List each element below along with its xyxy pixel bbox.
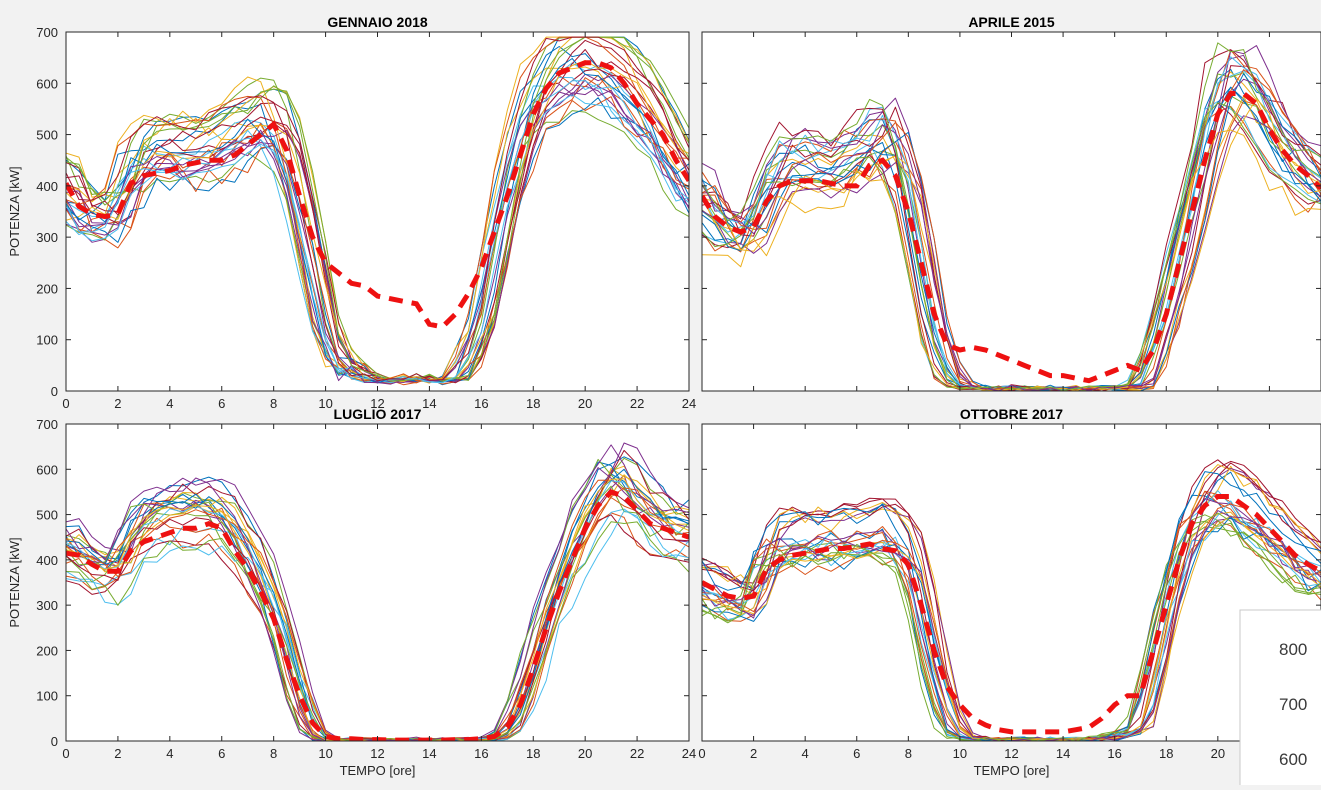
plot-area bbox=[66, 424, 689, 741]
y-axis-label: POTENZA [kW] bbox=[7, 537, 22, 627]
x-tick-label: 2 bbox=[114, 746, 121, 761]
daily-profile-line bbox=[702, 49, 1321, 391]
y-tick-label: 300 bbox=[36, 230, 58, 245]
panel-2: APRILE 2015 bbox=[701, 14, 1321, 392]
daily-profile-line bbox=[702, 78, 1321, 391]
x-tick-label: 6 bbox=[853, 746, 860, 761]
mean-profile-line bbox=[66, 60, 689, 330]
panel-1: 0 2 4 6 8 10 12 14 16 18 20 22 240100200300400500600… bbox=[7, 14, 696, 411]
x-tick-label: 6 bbox=[218, 396, 225, 411]
y-axis-label: POTENZA [kW] bbox=[7, 166, 22, 256]
x-tick-label: 22 bbox=[630, 396, 644, 411]
mean-profile-line bbox=[702, 91, 1321, 384]
x-tick-label: 10 bbox=[953, 746, 967, 761]
x-tick-label: 16 bbox=[474, 396, 488, 411]
daily-profile-line bbox=[66, 36, 689, 382]
y-tick-label: 600 bbox=[36, 462, 58, 477]
daily-profile-line bbox=[66, 456, 689, 741]
x-tick-label: 8 bbox=[270, 746, 277, 761]
inset-label-3: 600 bbox=[1279, 750, 1307, 769]
ticks bbox=[65, 31, 690, 392]
y-tick-label: 200 bbox=[36, 643, 58, 658]
y-tick-label: 400 bbox=[36, 179, 58, 194]
ticks bbox=[65, 423, 690, 742]
panel-title: LUGLIO 2017 bbox=[334, 406, 422, 422]
mean-profile-line bbox=[702, 494, 1321, 735]
y-tick-label: 500 bbox=[36, 128, 58, 143]
daily-profile-line bbox=[66, 521, 689, 741]
daily-profile-line bbox=[702, 68, 1321, 391]
x-tick-label: 14 bbox=[1056, 746, 1070, 761]
x-tick-label: 16 bbox=[474, 746, 488, 761]
x-tick-label: 12 bbox=[370, 396, 384, 411]
y-tick-label: 100 bbox=[36, 689, 58, 704]
panel-title: GENNAIO 2018 bbox=[327, 14, 428, 30]
ticks bbox=[701, 31, 1321, 392]
daily-profile-line bbox=[66, 79, 689, 385]
y-tick-label: 300 bbox=[36, 598, 58, 613]
y-tick-label: 0 bbox=[51, 734, 58, 749]
inset-label-1: 800 bbox=[1279, 640, 1307, 659]
inset-label-2: 700 bbox=[1279, 695, 1307, 714]
plot-area bbox=[702, 32, 1321, 391]
panel-title: APRILE 2015 bbox=[968, 14, 1055, 30]
daily-profile-line bbox=[66, 449, 689, 741]
daily-profiles bbox=[66, 36, 689, 386]
x-tick-label: 8 bbox=[270, 396, 277, 411]
x-tick-label: 2 bbox=[750, 746, 757, 761]
x-tick-label: 18 bbox=[526, 746, 540, 761]
y-tick-label: 500 bbox=[36, 508, 58, 523]
panel-4: 0 2 4 6 8 10 12 14 16 18 20 OTTOBRE 2017 TEMPO [ore] bbox=[698, 406, 1321, 778]
x-tick-label: 18 bbox=[1159, 746, 1173, 761]
x-tick-label: 24 bbox=[682, 396, 696, 411]
x-axis-label: TEMPO [ore] bbox=[340, 763, 416, 778]
x-tick-label: 2 bbox=[114, 396, 121, 411]
ticks bbox=[701, 423, 1321, 742]
daily-profile-line bbox=[66, 478, 689, 741]
y-tick-label: 0 bbox=[51, 384, 58, 399]
daily-profile-line bbox=[66, 465, 689, 741]
y-tick-label: 600 bbox=[36, 76, 58, 91]
x-tick-label: 14 bbox=[422, 746, 436, 761]
y-tick-label: 200 bbox=[36, 281, 58, 296]
x-tick-label: 0 bbox=[62, 746, 69, 761]
daily-profile-line bbox=[702, 49, 1321, 391]
x-tick-label: 20 bbox=[578, 396, 592, 411]
y-tick-label: 700 bbox=[36, 417, 58, 432]
x-tick-label: 0 bbox=[62, 396, 69, 411]
x-tick-label: 20 bbox=[1211, 746, 1225, 761]
daily-profile-line bbox=[66, 49, 689, 384]
x-tick-label: 16 bbox=[1107, 746, 1121, 761]
daily-profile-line bbox=[66, 474, 689, 741]
x-tick-label: 0 bbox=[698, 746, 705, 761]
x-tick-label: 4 bbox=[802, 746, 809, 761]
x-tick-label: 12 bbox=[370, 746, 384, 761]
x-tick-label: 4 bbox=[166, 396, 173, 411]
y-tick-label: 100 bbox=[36, 333, 58, 348]
cropped-axis-inset: 800 700 600 bbox=[1239, 609, 1321, 790]
chart-panels: 0 2 4 6 8 10 12 14 16 18 20 22 240100200300400500600… bbox=[7, 14, 1321, 778]
x-tick-label: 12 bbox=[1004, 746, 1018, 761]
x-tick-label: 10 bbox=[318, 396, 332, 411]
x-tick-label: 24 bbox=[682, 746, 696, 761]
y-tick-label: 400 bbox=[36, 553, 58, 568]
x-tick-label: 18 bbox=[526, 396, 540, 411]
x-tick-label: 6 bbox=[218, 746, 225, 761]
plot-area bbox=[66, 32, 689, 391]
x-tick-label: 10 bbox=[318, 746, 332, 761]
x-tick-label: 4 bbox=[166, 746, 173, 761]
panel-title: OTTOBRE 2017 bbox=[960, 406, 1063, 422]
panel-3: 0 2 4 6 8 10 12 14 16 18 20 22 240100200300400500600… bbox=[7, 406, 696, 778]
x-tick-label: 14 bbox=[422, 396, 436, 411]
y-tick-label: 700 bbox=[36, 25, 58, 40]
x-tick-label: 20 bbox=[578, 746, 592, 761]
x-tick-label: 8 bbox=[905, 746, 912, 761]
x-axis-label: TEMPO [ore] bbox=[974, 763, 1050, 778]
daily-profile-line bbox=[702, 515, 1321, 741]
x-tick-label: 22 bbox=[630, 746, 644, 761]
